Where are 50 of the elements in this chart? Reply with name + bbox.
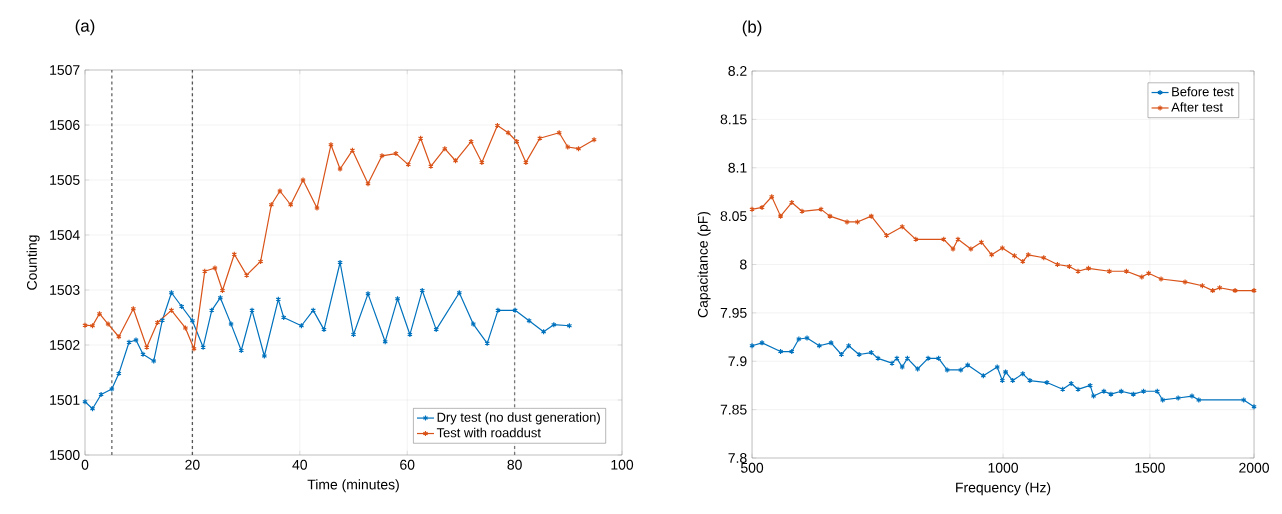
point bbox=[379, 152, 385, 159]
y-tick-label: 1502 bbox=[50, 340, 80, 350]
y-tick-label: 1506 bbox=[50, 120, 80, 130]
legend-label: Before test bbox=[1172, 86, 1234, 97]
x-tick-label: 500 bbox=[740, 462, 764, 473]
point bbox=[133, 336, 139, 344]
point bbox=[109, 385, 115, 393]
x-tick-label: 2000 bbox=[1239, 462, 1270, 473]
x-tick-label: 1500 bbox=[1135, 462, 1165, 473]
chart-title: (a) bbox=[75, 19, 95, 36]
x-tick-label: 60 bbox=[400, 459, 415, 470]
point bbox=[228, 321, 234, 328]
y-tick-label: 8.2 bbox=[728, 66, 747, 76]
x-axis-title: Time (minutes) bbox=[307, 479, 399, 493]
y-tick-label: 7.9 bbox=[728, 356, 747, 367]
point bbox=[328, 141, 334, 148]
point bbox=[277, 187, 283, 195]
y-tick-label: 8.1 bbox=[728, 162, 747, 173]
y-tick-label: 1501 bbox=[50, 395, 80, 405]
y-tick-label: 7.85 bbox=[720, 404, 747, 415]
y-tick-label: 1504 bbox=[50, 230, 80, 240]
y-tick-label: 8.05 bbox=[720, 211, 747, 222]
point bbox=[300, 176, 306, 184]
chart-title: (b) bbox=[742, 20, 762, 37]
point bbox=[526, 317, 532, 324]
y-tick-label: 1505 bbox=[50, 175, 80, 185]
y-tick-label: 1500 bbox=[50, 450, 80, 460]
x-tick-label: 1000 bbox=[988, 462, 1019, 473]
legend-label: After test bbox=[1171, 102, 1223, 112]
legend-label: Dry test (no dust generation) bbox=[437, 412, 600, 425]
x-tick-label: 100 bbox=[611, 459, 634, 470]
y-axis-title: Counting bbox=[26, 235, 40, 290]
y-tick-label: 7.95 bbox=[720, 307, 747, 318]
x-tick-label: 40 bbox=[292, 459, 308, 470]
x-tick-label: 80 bbox=[507, 459, 522, 470]
point bbox=[337, 165, 343, 173]
y-tick-label: 1507 bbox=[50, 65, 80, 75]
y-tick-label: 7.8 bbox=[728, 453, 747, 463]
y-tick-label: 8.15 bbox=[720, 114, 747, 125]
point bbox=[105, 321, 111, 328]
point bbox=[212, 264, 218, 272]
y-tick-label: 8 bbox=[740, 259, 747, 270]
point bbox=[314, 204, 320, 212]
y-tick-label: 1503 bbox=[50, 285, 80, 295]
y-axis-title: Capacitance (pF) bbox=[697, 211, 711, 318]
point bbox=[200, 344, 206, 351]
x-tick-label: 20 bbox=[185, 459, 200, 470]
legend-label: Test with roaddust bbox=[436, 427, 541, 438]
x-tick-label: 0 bbox=[81, 459, 89, 470]
x-axis-title: Frequency (Hz) bbox=[956, 482, 1051, 496]
